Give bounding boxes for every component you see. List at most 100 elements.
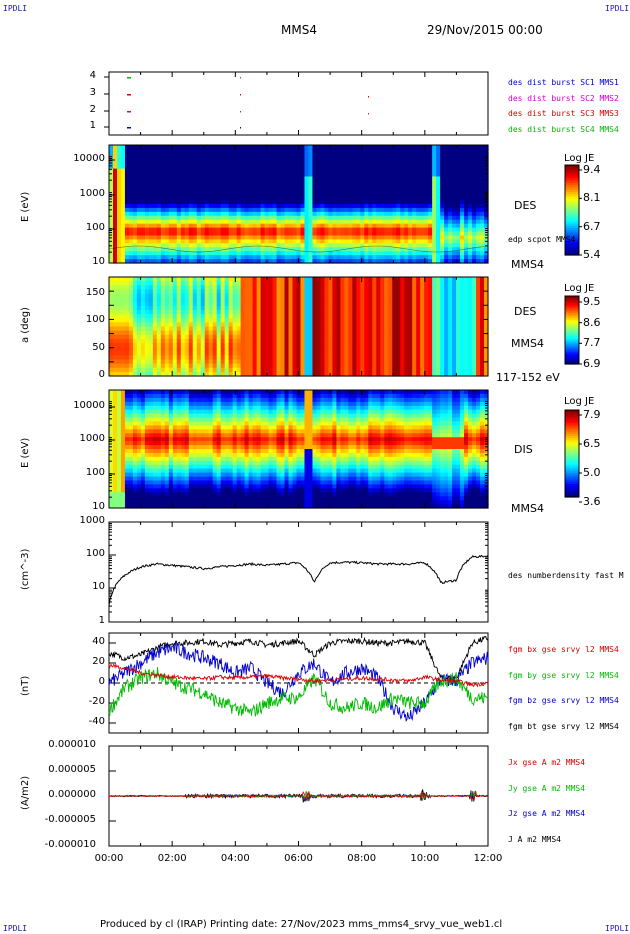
des-energy-overlay-label: edp scpot MMS4 xyxy=(508,235,576,244)
bfield-legend-item: fgm bz gse srvy l2 MMS4 xyxy=(508,696,619,705)
y-tick-label: 20 xyxy=(92,656,105,667)
y-tick-label: 2 xyxy=(89,104,96,115)
burst-mark xyxy=(127,127,131,129)
current-series-line xyxy=(108,790,489,801)
des-pitch-colorbar xyxy=(565,296,579,365)
des-energy-colorbar xyxy=(565,165,579,256)
y-tick-label: 4 xyxy=(89,70,96,81)
des-energy-spectrogram xyxy=(109,145,489,264)
y-tick-label: -0.000010 xyxy=(44,839,96,850)
y-tick-label: 10 xyxy=(92,501,105,512)
colorbar-tick-label: 8.6 xyxy=(583,315,601,329)
bfield-legend-item: fgm bt gse srvy l2 MMS4 xyxy=(508,721,619,731)
burst-mark xyxy=(127,77,131,79)
y-tick-label: -0.000005 xyxy=(44,814,96,825)
burst-legend-item: des dist burst SC1 MMS1 xyxy=(508,78,619,87)
time-tick-label: 04:00 xyxy=(220,853,250,864)
colorbar-tick-label: 9.4 xyxy=(583,163,601,176)
colorbar-tick-label: 5.0 xyxy=(583,466,601,479)
burst-legend-item: des dist burst SC4 MMS4 xyxy=(508,124,619,134)
y-tick-label: 100 xyxy=(85,222,105,233)
des-energy-cb-title: Log JE xyxy=(564,153,595,164)
burst-mark xyxy=(127,111,131,113)
y-tick-label: 100 xyxy=(85,467,105,478)
y-tick-label: -20 xyxy=(88,696,105,707)
colorbar-tick-label: 8.1 xyxy=(583,191,601,205)
burst-mark xyxy=(240,94,241,96)
des-energy-label: DES xyxy=(514,199,537,212)
y-tick-label: 3 xyxy=(89,87,96,98)
corner-label-bottom-left: IPDLI xyxy=(3,924,28,933)
time-tick-label: 02:00 xyxy=(157,853,187,864)
colorbar-tick-label: 9.5 xyxy=(583,295,601,308)
burst-mark xyxy=(240,127,241,129)
y-tick-label: 100 xyxy=(85,548,105,559)
dis-energy-spectrogram xyxy=(109,390,489,509)
time-tick-label: 10:00 xyxy=(410,853,440,864)
time-tick-label: 08:00 xyxy=(347,853,377,864)
y-tick-label: 100 xyxy=(85,314,105,325)
scpot-line xyxy=(108,245,489,253)
density-series-line xyxy=(108,554,489,606)
y-tick-label: -40 xyxy=(88,716,105,727)
y-tick-label: 0 xyxy=(98,676,105,687)
colorbar-tick-label: 6.5 xyxy=(583,437,601,450)
des-pitch-spectrogram xyxy=(109,277,489,377)
y-tick-label: 40 xyxy=(92,636,105,647)
density-label: des numberdensity fast M xyxy=(508,571,624,580)
time-tick-label: 06:00 xyxy=(284,853,313,864)
des-pitch-energy-range: 117-152 eV xyxy=(496,371,560,384)
des-pitch-ylabel: a (deg) xyxy=(20,307,31,343)
y-tick-label: 0 xyxy=(98,369,105,380)
burst-panel-frame xyxy=(108,71,489,136)
bfield-legend-item: fgm by gse srvy l2 MMS4 xyxy=(508,670,619,680)
y-tick-label: 150 xyxy=(85,287,105,298)
dis-energy-label: DIS xyxy=(514,443,533,456)
dis-energy-cb-title: Log JE xyxy=(564,396,595,407)
burst-mark xyxy=(240,111,241,113)
current-legend-item: Jy gse A m2 MMS4 xyxy=(508,783,586,793)
burst-mark xyxy=(368,96,369,98)
des-pitch-cb-title: Log JE xyxy=(564,283,595,294)
des-pitch-colorbar-frame xyxy=(564,295,580,365)
burst-legend-item: des dist burst SC2 MMS2 xyxy=(508,93,619,103)
colorbar-tick-label: 5.4 xyxy=(583,248,601,261)
y-tick-label: 1 xyxy=(98,615,105,626)
colorbar-tick-label: 7.9 xyxy=(583,408,601,421)
corner-label-top-left: IPDLI xyxy=(3,4,28,13)
des-energy-colorbar-frame xyxy=(564,164,580,256)
dis-energy-colorbar xyxy=(565,410,579,498)
bfield-series-bx_nT xyxy=(108,662,489,688)
corner-label-bottom-right: IPDLI xyxy=(605,924,630,933)
y-tick-label: 1000 xyxy=(79,515,105,526)
des-pitch-label: DES xyxy=(514,305,537,318)
plot-date: 29/Nov/2015 00:00 xyxy=(427,23,543,37)
time-tick-label: 12:00 xyxy=(473,853,503,864)
dis-energy-colorbar-frame xyxy=(564,409,580,498)
colorbar-tick-label: 3.6 xyxy=(583,495,601,508)
des-energy-sc-label: MMS4 xyxy=(511,258,544,271)
dis-energy-sc-label: MMS4 xyxy=(511,502,544,515)
time-tick-label: 00:00 xyxy=(94,853,124,864)
footer-text: Produced by cl (IRAP) Printing date: 27/… xyxy=(100,919,503,930)
colorbar-tick-label: 6.7 xyxy=(583,219,601,233)
current-legend-item: J A m2 MMS4 xyxy=(508,834,561,844)
y-tick-label: 10 xyxy=(92,256,105,267)
density-frame xyxy=(108,521,489,623)
y-tick-label: 1000 xyxy=(79,433,105,444)
current-legend-item: Jx gse A m2 MMS4 xyxy=(508,758,586,767)
y-tick-label: 10000 xyxy=(73,153,105,164)
y-tick-label: 0.000000 xyxy=(48,789,96,800)
y-tick-label: 1000 xyxy=(79,188,105,199)
current-legend-item: Jz gse A m2 MMS4 xyxy=(508,809,586,818)
bfield-series-bt_nT xyxy=(108,635,489,683)
corner-label-top-right: IPDLI xyxy=(605,4,630,13)
y-tick-label: 10 xyxy=(92,581,105,592)
y-tick-label: 0.000005 xyxy=(48,764,96,775)
colorbar-tick-label: 7.7 xyxy=(583,336,601,350)
des-pitch-sc-label: MMS4 xyxy=(511,337,544,350)
burst-mark xyxy=(368,113,369,115)
y-tick-label: 1 xyxy=(89,120,96,131)
y-tick-label: 10000 xyxy=(73,400,105,411)
